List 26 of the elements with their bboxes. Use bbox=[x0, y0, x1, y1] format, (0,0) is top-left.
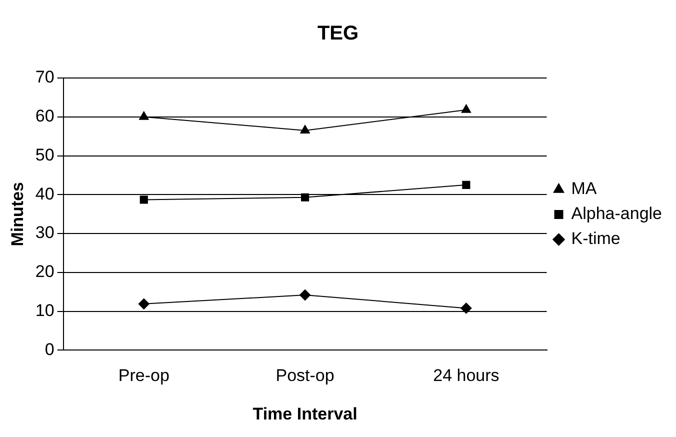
x-tick-label: Pre-op bbox=[118, 366, 170, 386]
y-tick-label: 50 bbox=[35, 145, 54, 164]
y-tick-label: 0 bbox=[44, 340, 54, 359]
point bbox=[461, 104, 472, 113]
y-tick-label: 20 bbox=[35, 262, 54, 282]
y-tick-label: 60 bbox=[35, 106, 54, 126]
legend-label: K-time bbox=[571, 229, 620, 248]
point bbox=[300, 289, 311, 300]
x-axis-title: Time Interval bbox=[252, 404, 358, 424]
chart-title: TEG bbox=[317, 22, 359, 45]
y-tick-label: 70 bbox=[35, 68, 54, 87]
point bbox=[460, 302, 472, 314]
y-tick-label: 10 bbox=[35, 301, 54, 320]
point bbox=[140, 196, 148, 204]
point bbox=[462, 180, 470, 189]
point bbox=[301, 193, 310, 202]
y-axis-title: Minutes bbox=[8, 182, 27, 246]
point bbox=[138, 298, 150, 310]
point bbox=[139, 111, 149, 120]
point bbox=[300, 124, 310, 134]
legend-label: MA bbox=[571, 179, 598, 198]
y-tick-label: 30 bbox=[35, 223, 54, 242]
x-tick-label: 24 hours bbox=[433, 366, 500, 386]
x-tick-label: Post-op bbox=[276, 366, 334, 386]
y-tick-label: 40 bbox=[35, 184, 54, 204]
legend-label: Alpha-angle bbox=[571, 204, 662, 224]
